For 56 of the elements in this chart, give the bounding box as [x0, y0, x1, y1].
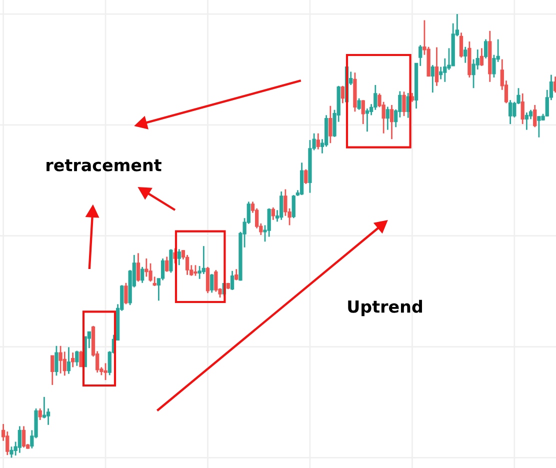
candlestick — [280, 190, 284, 221]
candlestick — [365, 108, 370, 132]
candlestick — [459, 32, 464, 58]
candlestick — [206, 266, 210, 294]
candlestick — [357, 98, 361, 111]
candlestick — [508, 99, 512, 125]
candlestick — [533, 104, 537, 128]
candlestick — [50, 354, 54, 386]
annotation: retracement — [46, 159, 162, 172]
candlestick — [140, 266, 144, 284]
candlestick — [443, 58, 447, 83]
candlestick — [79, 350, 83, 368]
candlestick — [434, 46, 439, 87]
candlestick — [234, 268, 238, 281]
candlestick — [430, 64, 434, 94]
candlestick — [38, 408, 42, 421]
candlestick — [202, 245, 206, 275]
candlestick — [165, 256, 169, 272]
candlestick — [464, 46, 468, 64]
candlestick — [300, 162, 304, 196]
candlestick — [304, 168, 308, 185]
candlestick — [537, 115, 541, 138]
candlestick — [484, 38, 488, 60]
candlestick — [524, 112, 529, 131]
candlestick — [124, 282, 128, 305]
candlestick — [210, 273, 214, 294]
candlestick — [520, 92, 524, 125]
candlestick — [292, 194, 296, 219]
candlestick — [22, 426, 26, 448]
candlestick — [316, 132, 320, 150]
candlestick — [340, 85, 345, 104]
candlestick — [230, 270, 234, 291]
candlestick — [177, 248, 181, 266]
candlestick — [18, 426, 22, 454]
candlestick — [58, 345, 62, 374]
candlestick — [361, 99, 365, 125]
candlestick — [104, 362, 108, 381]
candlestick — [194, 264, 198, 276]
candlestick — [75, 350, 79, 367]
candlestick — [54, 345, 58, 376]
candlestick — [386, 106, 390, 131]
candlestick — [169, 248, 173, 274]
candlestick — [374, 84, 378, 111]
candlestick — [66, 346, 71, 375]
candlestick — [267, 208, 271, 238]
candlestick — [10, 446, 14, 458]
candlestick — [402, 90, 406, 117]
candlestick — [328, 105, 332, 144]
candlestick — [185, 254, 190, 276]
candlestick — [390, 104, 394, 140]
candlestick — [148, 262, 152, 282]
candlestick — [480, 47, 484, 67]
candlestick — [71, 352, 75, 368]
annotation: Uptrend — [348, 300, 422, 316]
candlestick — [136, 252, 140, 282]
candlestick — [271, 206, 275, 221]
